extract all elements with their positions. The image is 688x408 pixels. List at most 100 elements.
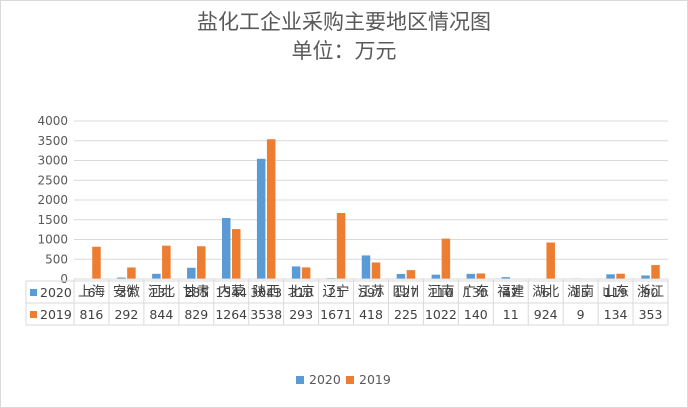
category-label: 安徽 [113, 284, 140, 300]
bar-2020-河南 [431, 274, 441, 279]
category-label: 河北 [148, 284, 175, 300]
bar-2020-江苏 [361, 255, 371, 279]
bar-2019-河北 [162, 245, 171, 279]
data-label: 844 [149, 307, 173, 322]
bar-2020-陕西 [256, 158, 266, 279]
data-label: 11 [503, 307, 519, 322]
bar-2020-河北 [152, 273, 161, 279]
category-label: 广东 [462, 284, 489, 300]
data-label: 1264 [215, 307, 247, 322]
data-label: 9 [577, 307, 585, 322]
bar-2019-陕西 [266, 139, 276, 279]
bar-2020-内蒙 [221, 218, 231, 279]
data-label: 47 [503, 285, 519, 300]
bar-2020-福建 [501, 277, 511, 279]
bar-2020-北京 [291, 266, 301, 279]
category-label: 山东 [602, 284, 629, 300]
data-label: 127 [394, 285, 418, 300]
legend-key-2020 [296, 376, 304, 384]
data-label: 21 [328, 285, 344, 300]
category-label: 北京 [288, 284, 315, 300]
bar-2019-江苏 [371, 262, 381, 279]
data-label: 816 [80, 307, 104, 322]
bar-2019-安徽 [127, 267, 136, 279]
legend: 2020 2019 [296, 372, 391, 387]
data-label: 418 [359, 307, 383, 322]
data-label: 318 [289, 285, 313, 300]
chart-subtitle: 单位：万元 [291, 39, 397, 63]
bar-2019-湖北 [546, 242, 555, 279]
y-tick-label: 3500 [37, 134, 68, 148]
gridlines [74, 120, 668, 260]
data-table: 上海 安徽 河北 甘肃 内蒙 陕西 北京 辽宁 江苏 四川 河南 广东 福建 湖北 湖南 山东 浙江 2020 6 3… [25, 278, 669, 326]
legend-label: 2019 [359, 372, 391, 387]
category-label: 陕西 [253, 284, 280, 300]
bar-2019-北京 [301, 267, 311, 279]
data-label: 131 [149, 285, 173, 300]
category-label: 上海 [78, 284, 105, 300]
bar-2020-四川 [396, 273, 406, 279]
bar-2019-上海 [92, 246, 101, 279]
table-series-name: 2019 [40, 307, 72, 322]
bar-2020-山东 [606, 274, 615, 279]
category-label: 内蒙 [218, 284, 245, 300]
data-label: 285 [184, 285, 208, 300]
y-tick-label: 0 [60, 272, 68, 286]
bar-2020-甘肃 [187, 267, 196, 279]
bar-2019-山东 [616, 273, 625, 279]
data-label: 15 [573, 285, 589, 300]
table-legend-key-2019 [30, 311, 37, 318]
data-label: 110 [429, 285, 453, 300]
data-label: 1544 [215, 285, 247, 300]
bar-2019-河南 [441, 238, 451, 279]
data-label: 134 [604, 307, 628, 322]
data-label: 292 [114, 307, 138, 322]
bar-2020-广东 [466, 273, 476, 279]
data-label: 353 [639, 307, 663, 322]
category-label: 四川 [392, 284, 419, 300]
data-label: 6 [87, 285, 95, 300]
y-tick-label: 3000 [37, 154, 68, 168]
data-label: 1671 [320, 307, 352, 322]
data-label: 140 [464, 307, 488, 322]
data-label: 597 [359, 285, 383, 300]
y-tick-label: 500 [45, 252, 68, 266]
category-label: 河南 [427, 284, 454, 300]
data-label: 37 [118, 285, 134, 300]
data-label: 3043 [250, 285, 282, 300]
data-label: 119 [604, 285, 628, 300]
y-tick-label: 2000 [37, 193, 68, 207]
bar-2019-浙江 [651, 265, 660, 279]
y-tick-label: 2500 [37, 173, 68, 187]
chart-title: 盐化工企业采购主要地区情况图 [197, 10, 491, 34]
y-axis: 0 500 1000 1500 2000 2500 3000 3500 4000 [37, 114, 68, 286]
data-label: 90 [643, 285, 659, 300]
category-label: 湖北 [532, 284, 559, 300]
bar-2019-广东 [476, 273, 486, 279]
category-label: 福建 [497, 284, 524, 300]
y-tick-label: 1000 [37, 233, 68, 247]
category-label: 浙江 [637, 284, 664, 300]
bar-2020-安徽 [117, 277, 126, 279]
category-label: 辽宁 [323, 283, 350, 300]
data-label: 829 [184, 307, 208, 322]
y-tick-label: 1500 [37, 213, 68, 227]
legend-key-2019 [346, 376, 354, 384]
data-label: 293 [289, 307, 313, 322]
table-legend-key-2020 [30, 289, 37, 296]
category-label: 江苏 [358, 284, 385, 300]
table-series-name: 2020 [40, 285, 72, 300]
data-label: 1022 [425, 307, 457, 322]
bar-2019-内蒙 [231, 229, 241, 279]
y-tick-label: 4000 [37, 114, 68, 128]
legend-label: 2020 [309, 372, 341, 387]
bar-2019-甘肃 [197, 246, 206, 279]
data-label: 924 [534, 307, 558, 322]
data-label: 225 [394, 307, 418, 322]
bar-2019-四川 [406, 270, 416, 279]
category-label: 湖南 [567, 284, 594, 300]
data-label: 130 [464, 285, 488, 300]
bar-2019-辽宁 [336, 212, 346, 279]
